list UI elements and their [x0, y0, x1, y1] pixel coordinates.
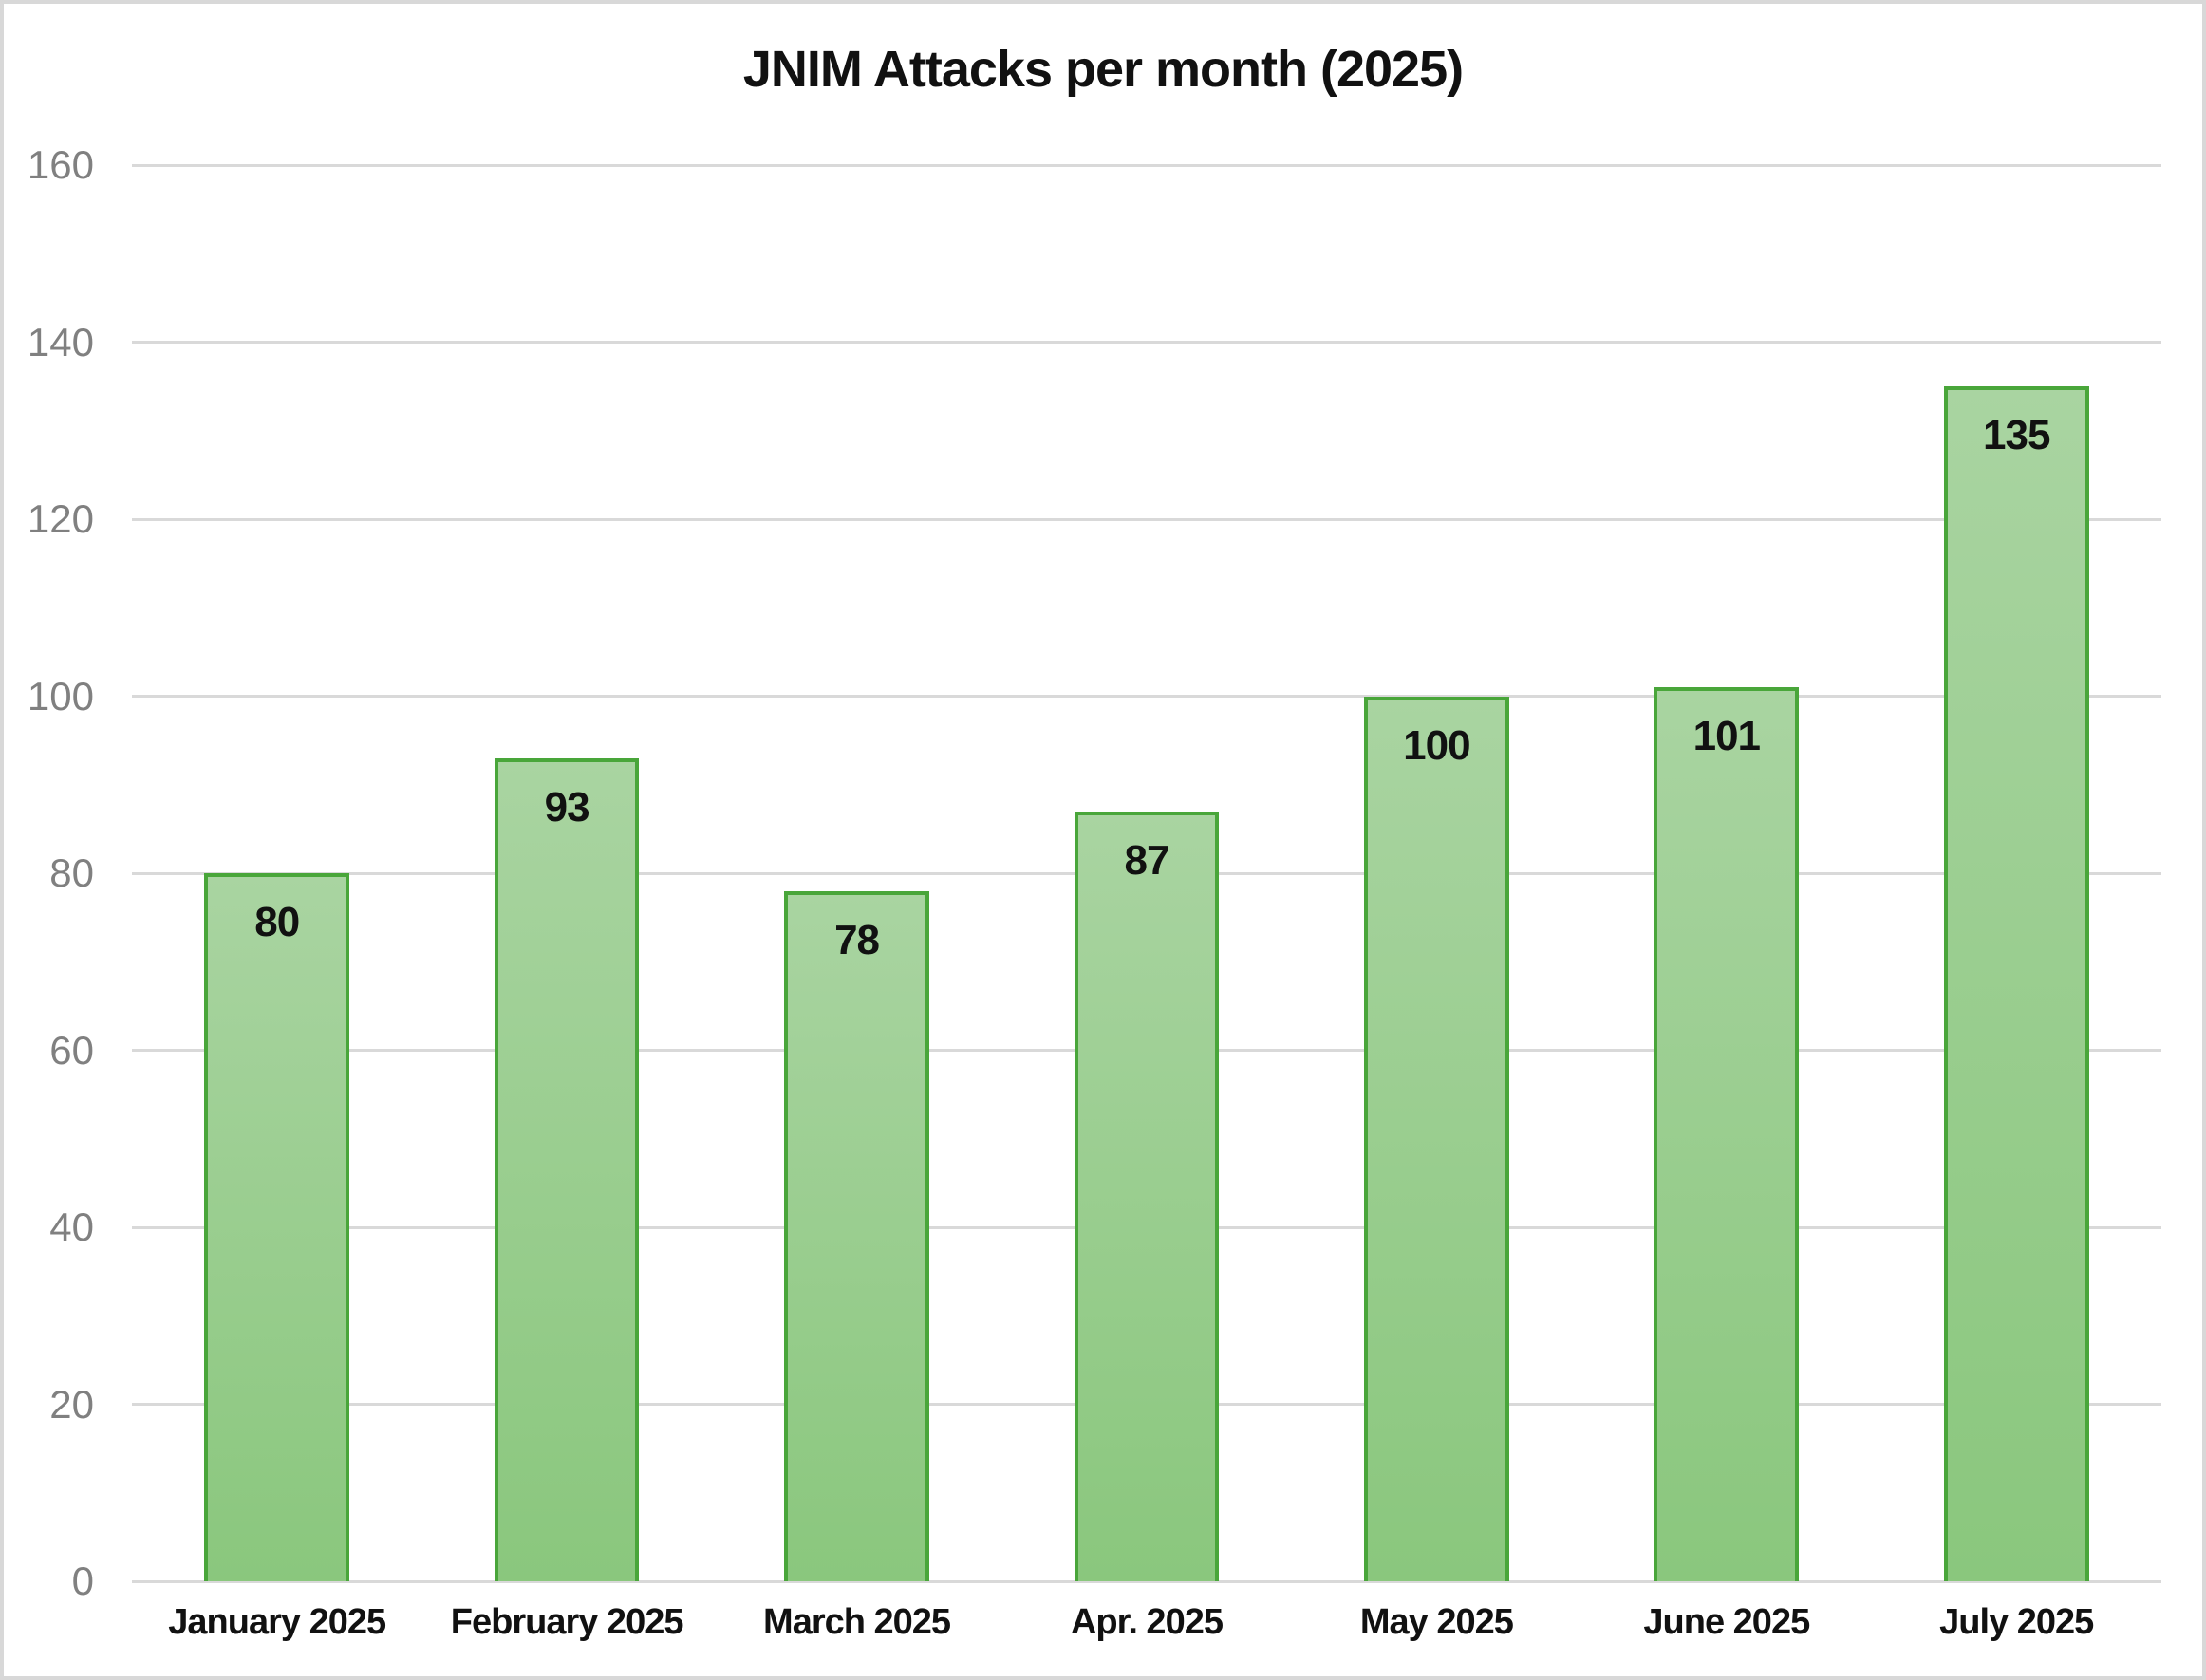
bar-slot-january-2025: 80 — [132, 165, 421, 1581]
bar-june-2025: 101 — [1654, 687, 1800, 1581]
y-axis-tick-80: 80 — [49, 850, 94, 895]
chart-title: JNIM Attacks per month (2025) — [742, 41, 1464, 98]
bar-slot-july-2025: 135 — [1872, 165, 2161, 1581]
bar-slot-march-2025: 78 — [712, 165, 1001, 1581]
bar-slot-may-2025: 100 — [1292, 165, 1581, 1581]
bar-march-2025: 78 — [784, 890, 929, 1581]
x-axis-label-june-2025: June 2025 — [1643, 1602, 1810, 1642]
gridline-160: 160 — [28, 142, 2161, 187]
bar-february-2025: 93 — [494, 757, 640, 1581]
y-axis-tick-20: 20 — [49, 1381, 94, 1427]
x-axis-label-january-2025: January 2025 — [168, 1602, 386, 1642]
gridline-140: 140 — [28, 320, 2161, 364]
bar-value-label-apr-2025: 87 — [1124, 836, 1169, 884]
x-axis-label-march-2025: March 2025 — [763, 1602, 951, 1642]
bar-january-2025: 80 — [204, 873, 350, 1581]
y-axis-tick-120: 120 — [27, 496, 94, 541]
gridline-0: 0 — [72, 1559, 2161, 1603]
bar-slot-apr-2025: 87 — [1001, 165, 1291, 1581]
gridline-120: 120 — [28, 496, 2161, 541]
y-axis-tick-140: 140 — [27, 319, 94, 364]
bar-may-2025: 100 — [1364, 696, 1509, 1581]
y-axis-tick-0: 0 — [71, 1559, 94, 1603]
plot-area: 0 20 40 60 80 100 120 140 160 80 93 78 87 100 101 135 — [28, 142, 2161, 1603]
bar-value-label-may-2025: 100 — [1403, 721, 1470, 769]
bars-layer: 80 93 78 87 100 101 135 — [132, 165, 2161, 1581]
bar-value-label-march-2025: 78 — [834, 916, 880, 963]
bar-apr-2025: 87 — [1074, 811, 1220, 1581]
y-axis-tick-40: 40 — [49, 1204, 94, 1249]
x-axis-label-apr-2025: Apr. 2025 — [1070, 1602, 1224, 1642]
x-axis-label-may-2025: May 2025 — [1359, 1602, 1514, 1642]
bar-slot-february-2025: 93 — [421, 165, 711, 1581]
y-axis-tick-100: 100 — [27, 673, 94, 719]
y-axis-tick-160: 160 — [27, 142, 94, 187]
y-axis-tick-60: 60 — [49, 1027, 94, 1073]
x-axis-labels: January 2025 February 2025 March 2025 Apr. … — [132, 1602, 2161, 1643]
bar-value-label-january-2025: 80 — [254, 899, 300, 945]
bar-value-label-february-2025: 93 — [544, 783, 590, 831]
x-axis-label-july-2025: July 2025 — [1939, 1602, 2094, 1642]
x-axis-label-february-2025: February 2025 — [450, 1602, 684, 1642]
bar-slot-june-2025: 101 — [1581, 165, 1871, 1581]
bar-value-label-june-2025: 101 — [1692, 713, 1761, 760]
bar-july-2025: 135 — [1943, 386, 2089, 1581]
bar-value-label-july-2025: 135 — [1983, 412, 2050, 459]
gridline-100: 100 — [28, 674, 2161, 719]
